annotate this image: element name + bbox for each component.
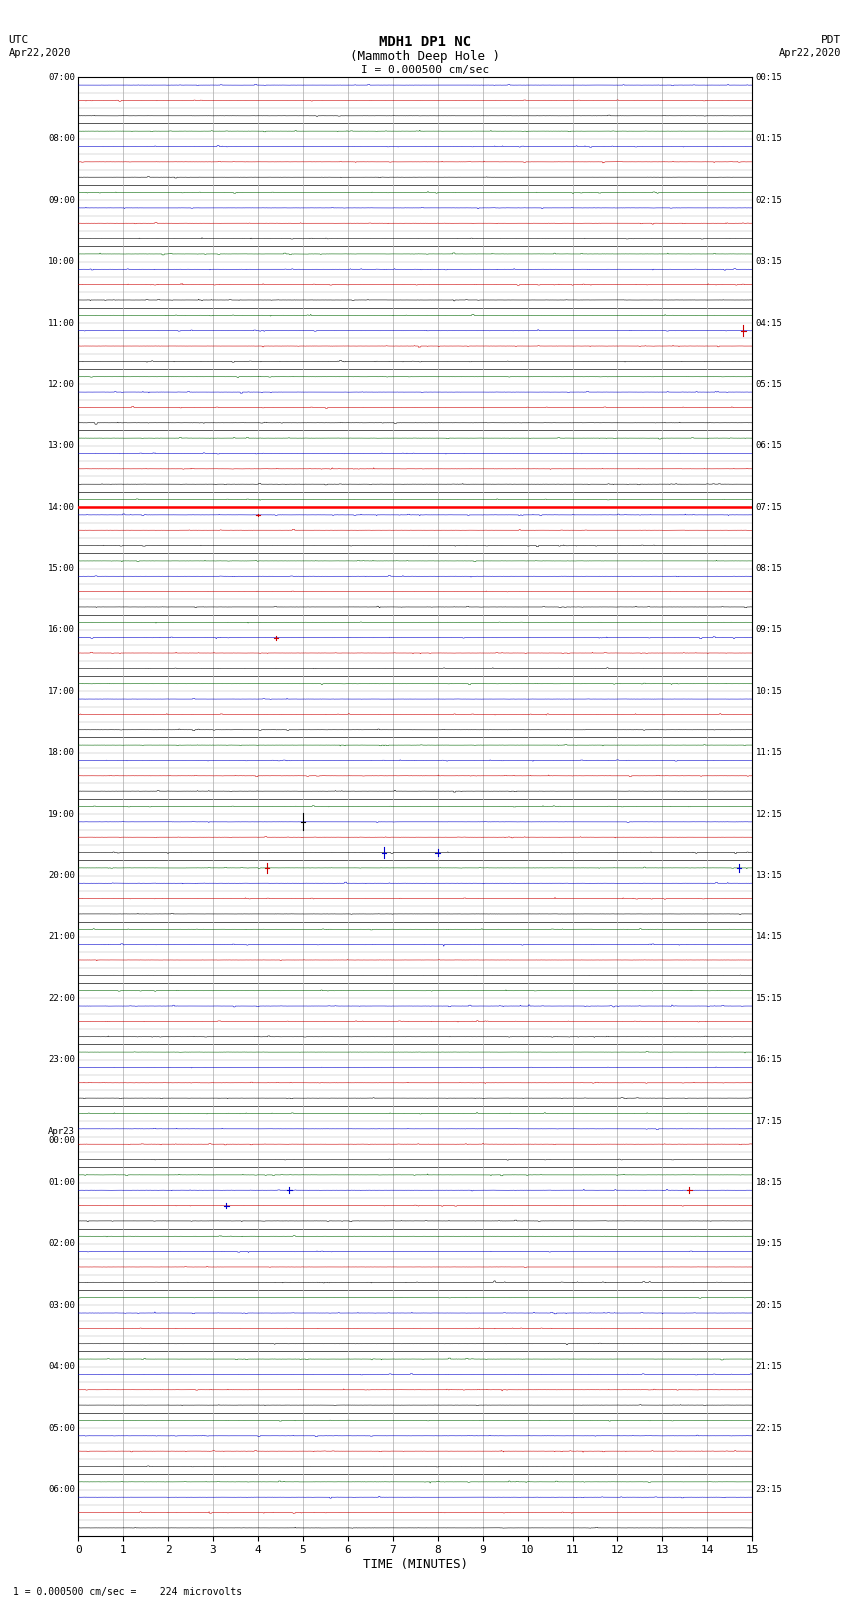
Text: 01:15: 01:15	[756, 134, 783, 144]
Text: 03:00: 03:00	[48, 1300, 75, 1310]
Text: 07:15: 07:15	[756, 503, 783, 511]
Text: Apr22,2020: Apr22,2020	[779, 48, 842, 58]
Text: 10:15: 10:15	[756, 687, 783, 695]
Text: 00:15: 00:15	[756, 73, 783, 82]
Text: 06:15: 06:15	[756, 442, 783, 450]
Text: 21:15: 21:15	[756, 1363, 783, 1371]
Text: 05:00: 05:00	[48, 1424, 75, 1432]
Text: 04:15: 04:15	[756, 318, 783, 327]
Text: Apr22,2020: Apr22,2020	[8, 48, 71, 58]
Text: 18:15: 18:15	[756, 1177, 783, 1187]
Text: 15:15: 15:15	[756, 994, 783, 1003]
Text: PDT: PDT	[821, 35, 842, 45]
Text: 13:15: 13:15	[756, 871, 783, 881]
Text: 11:15: 11:15	[756, 748, 783, 756]
Text: 18:00: 18:00	[48, 748, 75, 756]
Text: I = 0.000500 cm/sec: I = 0.000500 cm/sec	[361, 65, 489, 74]
Text: 02:15: 02:15	[756, 195, 783, 205]
Text: 12:15: 12:15	[756, 810, 783, 819]
Text: 01:00: 01:00	[48, 1177, 75, 1187]
Text: MDH1 DP1 NC: MDH1 DP1 NC	[379, 35, 471, 50]
Text: (Mammoth Deep Hole ): (Mammoth Deep Hole )	[350, 50, 500, 63]
Text: 22:00: 22:00	[48, 994, 75, 1003]
Text: 00:00: 00:00	[48, 1136, 75, 1145]
Text: 03:15: 03:15	[756, 256, 783, 266]
Text: 04:00: 04:00	[48, 1363, 75, 1371]
Text: 07:00: 07:00	[48, 73, 75, 82]
Text: 17:15: 17:15	[756, 1116, 783, 1126]
Text: 20:15: 20:15	[756, 1300, 783, 1310]
Text: 23:00: 23:00	[48, 1055, 75, 1065]
X-axis label: TIME (MINUTES): TIME (MINUTES)	[363, 1558, 468, 1571]
Text: 19:15: 19:15	[756, 1239, 783, 1248]
Text: 05:15: 05:15	[756, 381, 783, 389]
Text: 08:15: 08:15	[756, 565, 783, 573]
Text: 11:00: 11:00	[48, 318, 75, 327]
Text: 16:15: 16:15	[756, 1055, 783, 1065]
Text: 16:00: 16:00	[48, 626, 75, 634]
Text: 19:00: 19:00	[48, 810, 75, 819]
Text: 17:00: 17:00	[48, 687, 75, 695]
Text: 20:00: 20:00	[48, 871, 75, 881]
Text: 14:00: 14:00	[48, 503, 75, 511]
Text: 02:00: 02:00	[48, 1239, 75, 1248]
Text: 13:00: 13:00	[48, 442, 75, 450]
Text: 09:00: 09:00	[48, 195, 75, 205]
Text: 14:15: 14:15	[756, 932, 783, 942]
Text: 06:00: 06:00	[48, 1486, 75, 1494]
Text: 1 = 0.000500 cm/sec =    224 microvolts: 1 = 0.000500 cm/sec = 224 microvolts	[13, 1587, 242, 1597]
Text: 10:00: 10:00	[48, 256, 75, 266]
Text: 09:15: 09:15	[756, 626, 783, 634]
Text: 22:15: 22:15	[756, 1424, 783, 1432]
Text: Apr23: Apr23	[48, 1127, 75, 1136]
Text: 12:00: 12:00	[48, 381, 75, 389]
Text: 08:00: 08:00	[48, 134, 75, 144]
Text: UTC: UTC	[8, 35, 29, 45]
Text: 23:15: 23:15	[756, 1486, 783, 1494]
Text: 21:00: 21:00	[48, 932, 75, 942]
Text: 15:00: 15:00	[48, 565, 75, 573]
